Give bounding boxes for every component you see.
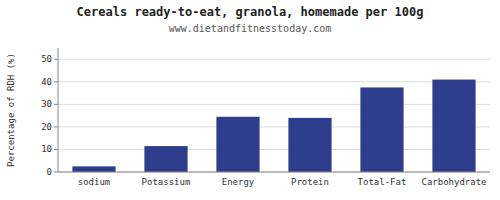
y-tick: [54, 81, 58, 82]
x-tick-label: Protein: [291, 177, 329, 187]
y-tick: [54, 126, 58, 127]
y-tick-label: 10: [41, 144, 52, 154]
grid-line: [58, 172, 490, 173]
grid-line: [58, 104, 490, 105]
grid-line: [58, 126, 490, 127]
y-axis: 0 10 20 30 40 50: [41, 48, 58, 177]
bar: [144, 146, 187, 172]
x-tick-label: Total-Fat: [358, 177, 407, 187]
grid-line: [58, 59, 490, 60]
x-axis-line: [58, 172, 490, 173]
y-tick: [54, 104, 58, 105]
chart-container: Cereals ready-to-eat, granola, homemade …: [0, 0, 500, 200]
y-tick-label: 40: [41, 77, 52, 87]
bars: [72, 80, 475, 172]
grid: [58, 59, 490, 172]
subtitle: www.dietandfitnesstoday.com: [169, 23, 332, 34]
y-tick-label: 20: [41, 122, 52, 132]
x-tick-label: Energy: [222, 177, 255, 187]
grid-line: [58, 149, 490, 150]
y-axis-label: Percentage of RDH (%): [6, 53, 16, 167]
chart-svg: Cereals ready-to-eat, granola, homemade …: [0, 0, 500, 200]
y-tick-label: 50: [41, 54, 52, 64]
y-tick: [54, 149, 58, 150]
bar: [216, 117, 259, 172]
y-tick-label: 30: [41, 99, 52, 109]
bar: [360, 87, 403, 172]
y-axis-line: [58, 48, 59, 172]
x-tick-label: sodium: [78, 177, 111, 187]
bar: [432, 80, 475, 172]
y-tick: [54, 172, 58, 173]
x-tick-label: Carbohydrate: [421, 177, 486, 187]
grid-line: [58, 81, 490, 82]
x-tick-label: Potassium: [142, 177, 191, 187]
x-axis: sodium Potassium Energy Protein Total-Fat Car…: [58, 172, 490, 187]
y-tick-label: 0: [47, 167, 52, 177]
bar: [72, 166, 115, 172]
title: Cereals ready-to-eat, granola, homemade …: [77, 5, 424, 19]
bar: [288, 118, 331, 172]
y-tick: [54, 59, 58, 60]
